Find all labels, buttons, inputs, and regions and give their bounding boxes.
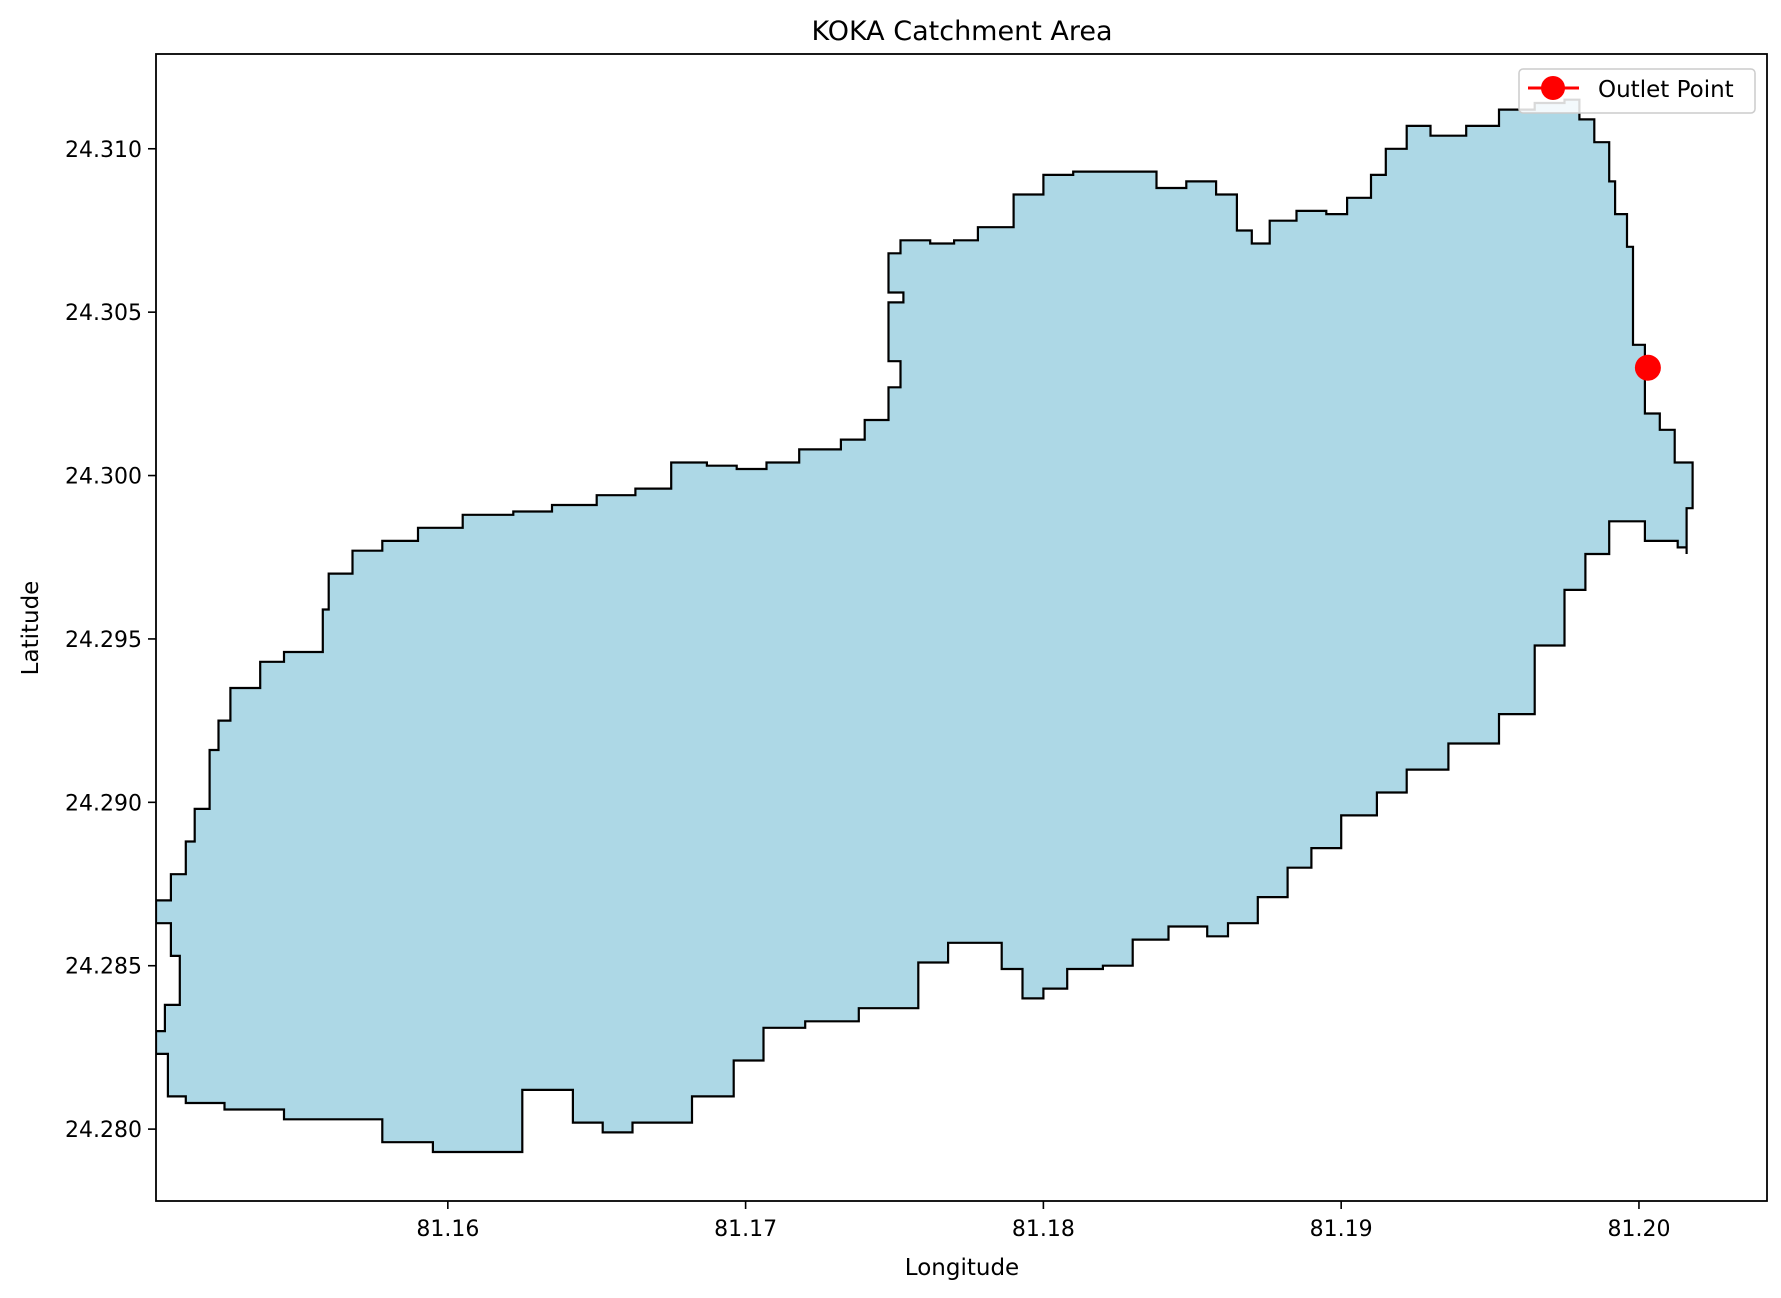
y-axis-ticks: 24.280 24.285 24.290 24.295 24.300 24.305 24.3… bbox=[65, 138, 156, 1143]
y-tick-label: 24.300 bbox=[65, 465, 142, 490]
plot-area bbox=[156, 98, 1694, 1154]
y-tick-label: 24.285 bbox=[65, 955, 142, 980]
x-tick-label: 81.20 bbox=[1607, 1217, 1670, 1242]
y-tick-label: 24.310 bbox=[65, 138, 142, 163]
y-tick-label: 24.305 bbox=[65, 301, 142, 326]
y-tick-label: 24.290 bbox=[65, 791, 142, 816]
legend-box bbox=[1518, 68, 1756, 114]
x-tick-label: 81.17 bbox=[714, 1217, 777, 1242]
outlet-point-marker bbox=[1634, 354, 1661, 381]
x-tick-label: 81.18 bbox=[1012, 1217, 1075, 1242]
catchment-polygon bbox=[156, 98, 1694, 1154]
axes-frame bbox=[155, 53, 1768, 1202]
y-tick-label: 24.280 bbox=[65, 1118, 142, 1143]
legend-label-outlet-point: Outlet Point bbox=[1598, 77, 1734, 103]
x-axis-ticks: 81.16 81.17 81.18 81.19 81.20 bbox=[416, 1201, 1670, 1242]
x-tick-label: 81.16 bbox=[416, 1217, 479, 1242]
legend-marker-icon bbox=[1541, 76, 1565, 100]
y-axis-label: Latitude bbox=[18, 581, 44, 676]
x-tick-label: 81.19 bbox=[1310, 1217, 1373, 1242]
chart-title: KOKA Catchment Area bbox=[811, 16, 1112, 47]
x-axis-label: Longitude bbox=[905, 1255, 1019, 1281]
legend: Outlet Point bbox=[1518, 68, 1756, 114]
y-tick-label: 24.295 bbox=[65, 628, 142, 653]
